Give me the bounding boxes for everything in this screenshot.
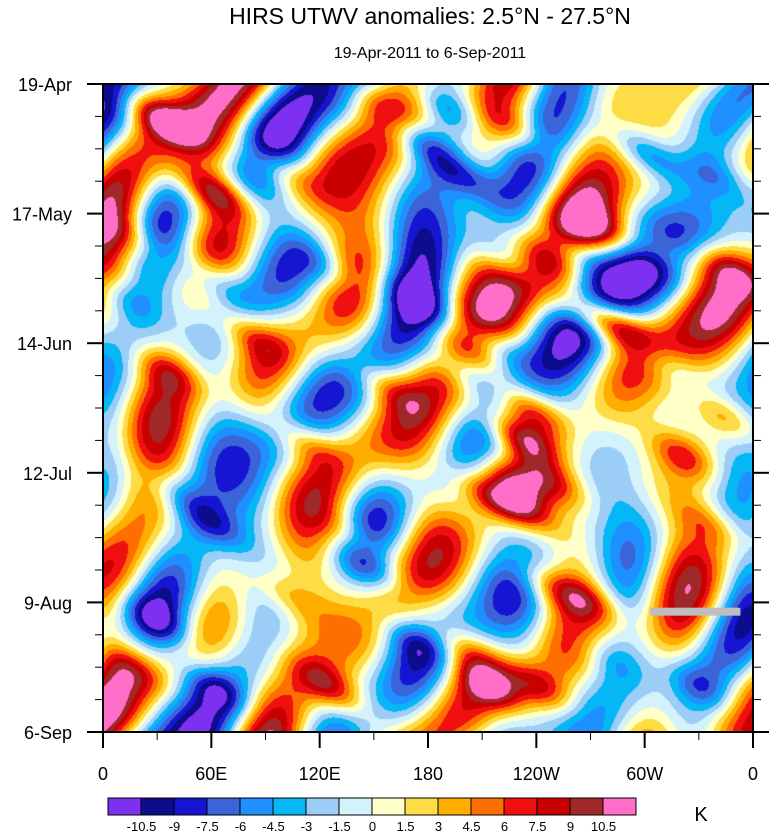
colorbar-label: -4.5: [262, 819, 284, 834]
x-tick-label: 60E: [195, 764, 227, 784]
chart-title: HIRS UTWV anomalies: 2.5°N - 27.5°N: [229, 3, 631, 29]
colorbar-box: [404, 797, 439, 816]
x-tick-label: 120W: [513, 764, 560, 784]
colorbar-box: [371, 797, 406, 816]
x-axis: 0 60E 120E 180 120W 60W 0: [98, 732, 758, 784]
colorbar-label: -9: [169, 819, 181, 834]
colorbar-label: -1.5: [328, 819, 350, 834]
colorbar-label: 9: [567, 819, 574, 834]
colorbar-box: [338, 797, 373, 816]
colorbar-label: -7.5: [196, 819, 218, 834]
heatmap-field: [103, 84, 753, 732]
colorbar-box: [503, 797, 538, 816]
y-tick-label: 12-Jul: [23, 464, 72, 484]
colorbar-label: -3: [301, 819, 313, 834]
missing-data-segment: [650, 607, 741, 616]
y-tick-label: 19-Apr: [18, 75, 72, 95]
colorbar-box: [569, 797, 604, 816]
colorbar-box: [206, 797, 241, 816]
colorbar-label: 10.5: [591, 819, 616, 834]
x-tick-label: 60W: [626, 764, 663, 784]
y-tick-label: 14-Jun: [17, 334, 72, 354]
colorbar-label: -6: [235, 819, 247, 834]
colorbar-label: 6: [501, 819, 508, 834]
colorbar-box: [305, 797, 340, 816]
colorbar-box: [437, 797, 472, 816]
colorbar-label: 7.5: [528, 819, 546, 834]
colorbar-box: [272, 797, 307, 816]
plot-area: [102, 83, 754, 733]
x-tick-label: 0: [748, 764, 758, 784]
colorbar-box: [239, 797, 274, 816]
colorbar-box: [173, 797, 208, 816]
colorbar-label: -10.5: [127, 819, 157, 834]
colorbar-box: [536, 797, 571, 816]
x-tick-label: 120E: [299, 764, 341, 784]
colorbar-label: 0: [369, 819, 376, 834]
colorbar-box: [107, 797, 142, 816]
colorbar-label: 4.5: [462, 819, 480, 834]
colorbar: -10.5 -9 -7.5 -6 -4.5 -3 -1.5 0 1.5 3 4.…: [107, 797, 708, 834]
colorbar-label: 1.5: [396, 819, 414, 834]
colorbar-label: 3: [435, 819, 442, 834]
y-tick-label: 17-May: [12, 205, 72, 225]
x-tick-label: 180: [413, 764, 443, 784]
y-axis: 19-Apr 17-May 14-Jun 12-Jul 9-Aug 6-Sep: [12, 75, 769, 743]
y-tick-label: 9-Aug: [24, 593, 72, 613]
chart-subtitle: 19-Apr-2011 to 6-Sep-2011: [334, 45, 527, 62]
colorbar-box: [470, 797, 505, 816]
y-tick-label: 6-Sep: [24, 723, 72, 743]
x-tick-label: 0: [98, 764, 108, 784]
colorbar-unit: K: [694, 804, 708, 826]
colorbar-box: [140, 797, 175, 816]
colorbar-box: [602, 797, 637, 816]
